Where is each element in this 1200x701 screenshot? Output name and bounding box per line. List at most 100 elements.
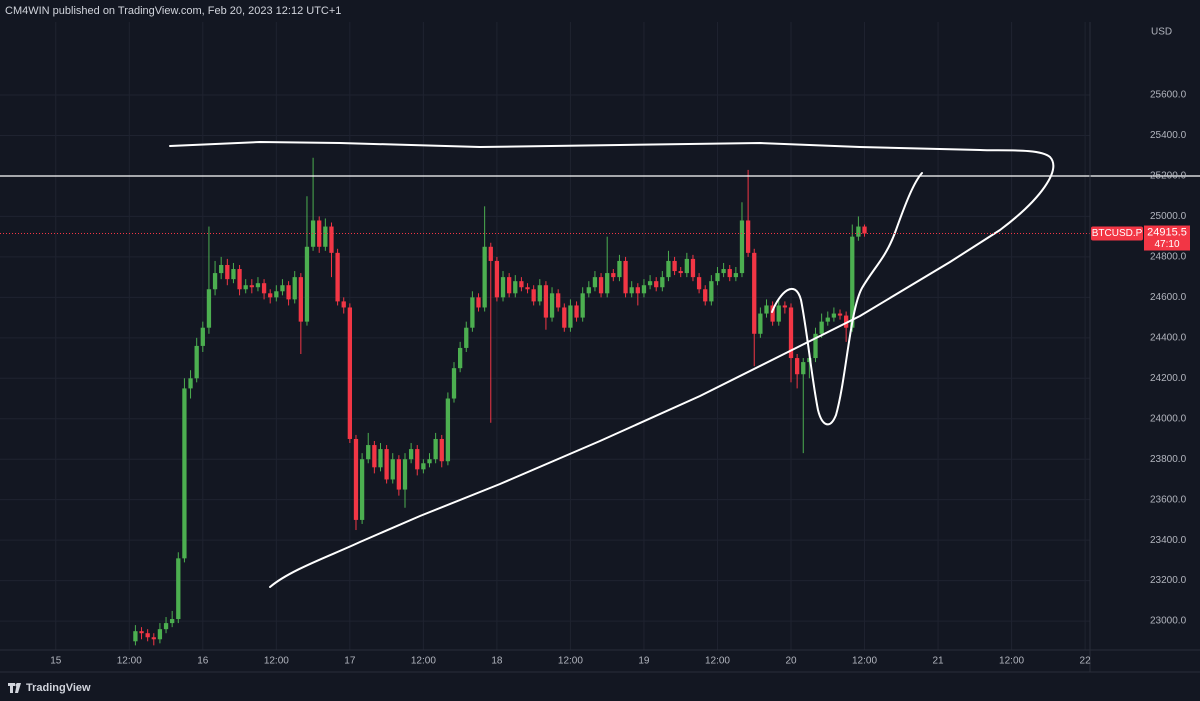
candle-body [494,260,500,298]
candle-body [813,333,818,359]
candle-body [170,619,175,624]
candle-body [427,459,432,464]
x-tick-label: 22 [1080,656,1092,667]
countdown: 47:10 [1154,239,1179,250]
candle-body [390,459,395,480]
freehand-curve [771,172,923,426]
candle-body [678,271,683,274]
candle-body [335,252,340,302]
candle-body [292,277,297,300]
candle-body [782,305,788,308]
candle-body [402,459,408,490]
candle-body [255,283,261,288]
x-tick-label: 19 [638,656,650,667]
candle-body [353,438,359,520]
x-tick-label: 21 [932,656,944,667]
candle-body [470,297,475,328]
footer: TradingView [26,682,91,694]
candle-body [605,273,610,294]
candle-body [629,287,634,294]
candle-body [304,246,310,322]
candle-body [274,291,279,298]
x-tick-label: 18 [491,656,503,667]
candle-body [457,347,463,369]
candle-body [298,277,303,322]
candle-body [758,313,763,334]
candle-body [531,289,536,302]
y-tick-label: 24000.0 [1150,413,1187,424]
axes: 23000.0 23200.0 23400.0 23600.0 23800.0 24000… [50,90,1186,667]
y-tick-label: 23400.0 [1150,535,1187,546]
candle-body [286,285,291,300]
candle-body [752,252,757,334]
candle-body [709,281,714,302]
candle-body [690,258,696,278]
candle-body [145,633,150,638]
candle-body [684,258,689,274]
candle-body [323,226,328,247]
candle-body [194,345,199,379]
candle-body [451,368,457,399]
candle-body [825,317,830,322]
x-tick-label: 12:00 [558,656,583,667]
candle-body [733,273,739,278]
candle-body [500,277,506,298]
candle-body [507,277,512,294]
symbol-tag [1091,226,1143,241]
candle-body [635,287,640,294]
logo [8,683,21,693]
candle-body [415,449,420,470]
candle-body [537,285,542,302]
candle-body [721,269,726,274]
candle-body [212,273,218,290]
candle-body [856,226,861,237]
candle-body [329,226,334,253]
candle-body [433,438,438,460]
candle-body [727,269,732,278]
candle-body [513,281,518,294]
y-tick-label: 24600.0 [1150,292,1187,303]
candle-body [562,307,567,328]
candle-body [580,293,585,318]
candle-body [788,307,794,359]
candle-body [623,260,628,294]
candle-body [268,293,273,298]
candle-body [568,305,573,328]
candle-body [525,287,530,290]
last-price: 24915.5 [1147,226,1187,238]
candle-body [592,277,598,288]
candle-body [378,449,383,468]
y-tick-label: 25000.0 [1150,211,1187,222]
candle-body [617,260,622,278]
candle-body [133,631,138,642]
candle-body [764,305,769,314]
x-tick-label: 15 [50,656,62,667]
y-tick-label: 23800.0 [1150,454,1187,465]
candle-body [488,246,493,261]
candle-body [745,220,751,253]
candle-body [396,459,402,490]
y-tick-label: 24400.0 [1150,332,1187,343]
candle-body [574,305,579,318]
candle-body [739,220,745,274]
y-tick-label: 25600.0 [1150,90,1187,101]
candle-body [672,260,677,272]
logo-dot [15,683,19,687]
candle-body [464,327,469,348]
candle-body [280,285,285,292]
candle-body [837,313,843,316]
candle-body [231,269,236,280]
candle-body [549,293,555,318]
candle-body [421,463,426,470]
candle-body [408,449,414,460]
candle-body [225,264,230,280]
candle-body [770,305,775,322]
candle-body [237,269,242,290]
candle-body [347,307,352,439]
candle-body [163,623,169,630]
candle-body [519,281,524,288]
candle-body [556,293,561,308]
